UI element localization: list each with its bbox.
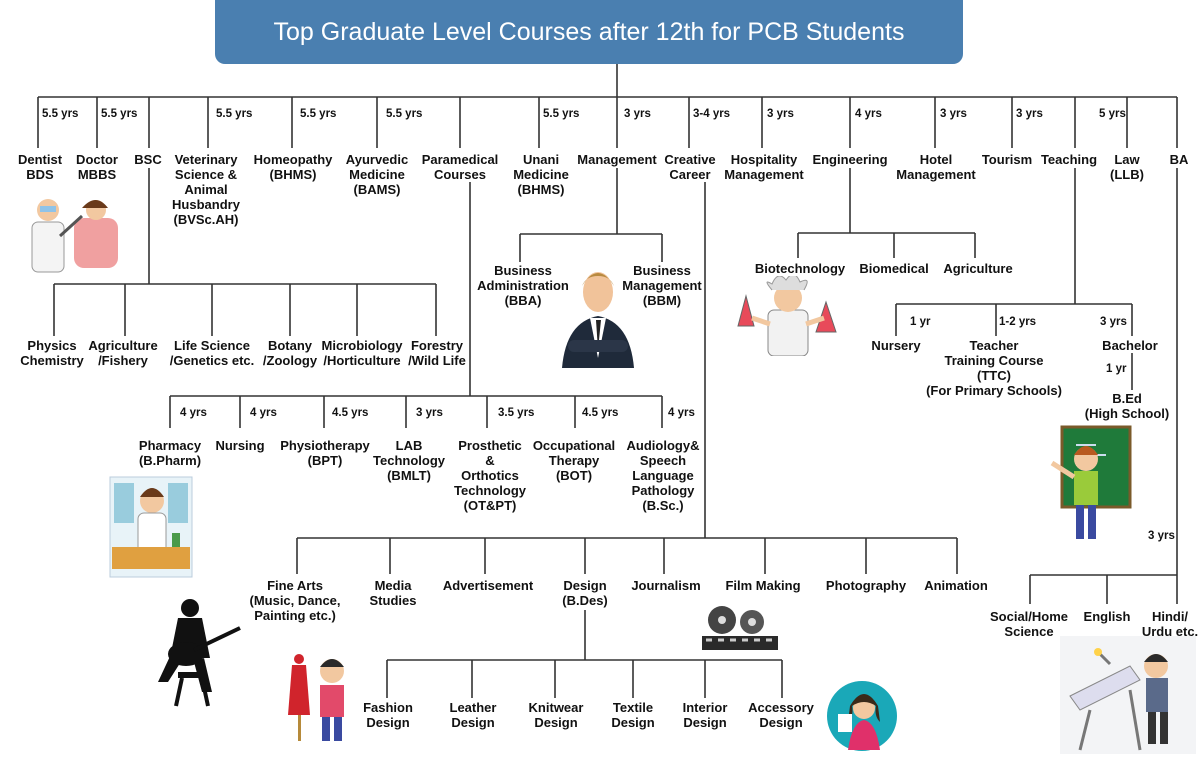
paramedical-duration: 3.5 yrs xyxy=(498,407,535,419)
top-course-duration: 5 yrs xyxy=(1099,108,1126,120)
top-course-duration: 3 yrs xyxy=(1016,108,1043,120)
teacher-icon xyxy=(1050,425,1132,539)
scientist-icon xyxy=(737,276,837,356)
teaching-branch-label: Teacher Training Course (TTC) (For Primary … xyxy=(926,338,1062,398)
top-course-label: Management xyxy=(577,152,657,167)
bsc-subject-label: Physics Chemistry xyxy=(20,338,84,368)
creative-course-label: Film Making xyxy=(725,578,801,593)
teaching-duration: 1-2 yrs xyxy=(999,316,1037,328)
teaching-duration: 1 yr xyxy=(910,316,931,328)
businessman-icon xyxy=(562,272,634,368)
management-branch-label: Business Management (BBM) xyxy=(622,263,702,308)
paramedical-course-label: Physiotherapy (BPT) xyxy=(280,438,370,468)
top-course-label: Creative Career xyxy=(664,152,716,182)
paramedical-duration: 4 yrs xyxy=(250,407,277,419)
creative-course-label: Media Studies xyxy=(369,578,417,608)
dentist-icon xyxy=(31,199,118,273)
paramedical-course-label: Pharmacy (B.Pharm) xyxy=(138,438,202,468)
bed-label: B.Ed (High School) xyxy=(1084,391,1170,421)
top-course-label: Unani Medicine (BHMS) xyxy=(513,152,569,197)
ba-course-label: Social/Home Science xyxy=(989,609,1069,639)
paramedical-duration: 3 yrs xyxy=(416,407,443,419)
creative-course-label: Fine Arts (Music, Dance, Painting etc.) xyxy=(249,578,341,623)
design-course-label: Leather Design xyxy=(449,700,497,730)
architect-desk-icon xyxy=(1060,636,1196,754)
bsc-subject-label: Forestry/Wild Life xyxy=(408,338,466,368)
teaching-duration: 3 yrs xyxy=(1100,316,1127,328)
top-course-duration: 5.5 yrs xyxy=(216,108,253,120)
designer-woman-icon xyxy=(827,681,897,751)
top-course-duration: 5.5 yrs xyxy=(42,108,79,120)
top-course-label: BA xyxy=(1169,152,1189,167)
paramedical-duration: 4.5 yrs xyxy=(332,407,369,419)
paramedical-course-label: Audiology& Speech Language Pathology (B.Sc.) xyxy=(626,438,700,513)
design-course-label: Knitwear Design xyxy=(528,700,584,730)
paramedical-course-label: Nursing xyxy=(215,438,265,453)
engineering-branch-label: Biomedical xyxy=(859,261,929,276)
bed-duration: 1 yr xyxy=(1106,363,1127,375)
top-course-duration: 3 yrs xyxy=(624,108,651,120)
top-course-duration: 4 yrs xyxy=(855,108,882,120)
ba-course-label: English xyxy=(1083,609,1131,624)
design-course-label: Accessory Design xyxy=(748,700,814,730)
top-course-duration: 5.5 yrs xyxy=(386,108,423,120)
teaching-branch-label: Nursery xyxy=(871,338,921,353)
top-course-duration: 5.5 yrs xyxy=(543,108,580,120)
design-course-label: Fashion Design xyxy=(363,700,413,730)
ba-course-label: Hindi/Urdu etc. xyxy=(1141,609,1199,639)
bsc-subject-label: Agriculture/Fishery xyxy=(88,338,158,368)
fashion-designer-icon xyxy=(288,654,344,741)
top-course-label: Engineering xyxy=(812,152,888,167)
top-course-label: Hotel Management xyxy=(896,152,976,182)
paramedical-course-label: LAB Technology (BMLT) xyxy=(373,438,445,483)
top-course-label: Tourism xyxy=(981,152,1033,167)
pharmacist-icon xyxy=(109,476,193,578)
top-course-duration: 3-4 yrs xyxy=(693,108,731,120)
top-course-duration: 5.5 yrs xyxy=(300,108,337,120)
guitarist-icon xyxy=(158,599,241,707)
creative-course-label: Animation xyxy=(924,578,988,593)
bsc-subject-label: Life Science/Genetics etc. xyxy=(169,338,255,368)
top-course-duration: 3 yrs xyxy=(767,108,794,120)
top-course-label: Veterinary Science & Animal Husbandry (BVSc.… xyxy=(172,152,240,227)
creative-course-label: Design (B.Des) xyxy=(562,578,608,608)
creative-course-label: Advertisement xyxy=(442,578,534,593)
engineering-branch-label: Biotechnology xyxy=(754,261,846,276)
top-course-label: Dentist BDS xyxy=(17,152,63,182)
paramedical-duration: 4 yrs xyxy=(668,407,695,419)
top-course-label: Teaching xyxy=(1040,152,1098,167)
creative-course-label: Journalism xyxy=(631,578,701,593)
top-course-label: Doctor MBBS xyxy=(76,152,118,182)
top-course-label: Law (LLB) xyxy=(1110,152,1144,182)
top-course-label: Ayurvedic Medicine (BAMS) xyxy=(345,152,409,197)
creative-course-label: Photography xyxy=(825,578,907,593)
top-course-label: Homeopathy (BHMS) xyxy=(253,152,333,182)
top-course-label: Hospitality Management xyxy=(724,152,804,182)
top-course-duration: 3 yrs xyxy=(940,108,967,120)
top-course-label: Paramedical Courses xyxy=(421,152,499,182)
top-course-label: BSC xyxy=(134,152,162,167)
design-course-label: Interior Design xyxy=(682,700,728,730)
paramedical-duration: 4 yrs xyxy=(180,407,207,419)
paramedical-duration: 4.5 yrs xyxy=(582,407,619,419)
engineering-branch-label: Agriculture xyxy=(943,261,1013,276)
paramedical-course-label: Prosthetic & Orthotics Technology (OT&PT) xyxy=(454,438,526,513)
design-course-label: Textile Design xyxy=(611,700,655,730)
film-reel-icon xyxy=(702,606,778,650)
bsc-subject-label: Botany/Zoology xyxy=(262,338,318,368)
paramedical-course-label: Occupational Therapy (BOT) xyxy=(532,438,616,483)
bsc-subject-label: Microbiology/Horticulture xyxy=(321,338,403,368)
diagram-title: Top Graduate Level Courses after 12th fo… xyxy=(215,0,963,64)
ba-duration: 3 yrs xyxy=(1148,530,1175,542)
management-branch-label: Business Administration (BBA) xyxy=(477,263,569,308)
top-course-duration: 5.5 yrs xyxy=(101,108,138,120)
teaching-branch-label: Bachelor xyxy=(1102,338,1158,353)
